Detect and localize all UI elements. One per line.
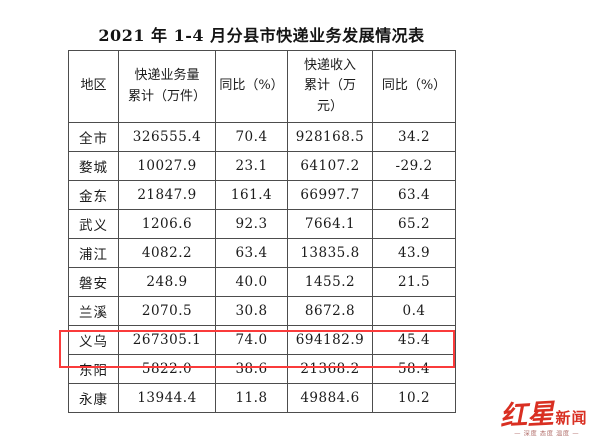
- cell-volume-yoy: 30.8: [215, 296, 288, 326]
- table-row: 永康 13944.4 11.8 49884.6 10.2: [68, 383, 456, 413]
- header-row: 地区 快递业务量 累计（万件） 同比（%） 快递收入 累计（万 元） 同比（%）: [68, 50, 456, 123]
- logo-brand-calligraphy: 红星: [499, 398, 556, 433]
- cell-revenue-yoy: 65.2: [372, 209, 456, 239]
- table-row: 兰溪 2070.5 30.8 8672.8 0.4: [68, 296, 456, 326]
- cell-revenue-yoy: -29.2: [372, 151, 456, 181]
- col-header-revenue: 快递收入 累计（万 元）: [287, 50, 373, 123]
- cell-revenue: 8672.8: [287, 296, 373, 326]
- cell-revenue-yoy: 21.5: [372, 267, 456, 297]
- highlight-box-yiwu-row: [59, 330, 455, 368]
- table-row: 磐安 248.9 40.0 1455.2 21.5: [68, 267, 456, 297]
- cell-revenue: 49884.6: [287, 383, 373, 413]
- cell-region: 金东: [68, 180, 119, 210]
- logo-brand-text: 新闻: [555, 409, 588, 427]
- cell-revenue-yoy: 34.2: [372, 122, 456, 152]
- cell-volume: 5822.0: [118, 354, 216, 384]
- cell-volume: 248.9: [118, 267, 216, 297]
- cell-revenue-yoy: 63.4: [372, 180, 456, 210]
- cell-volume-yoy: 63.4: [215, 238, 288, 268]
- cell-region: 兰溪: [68, 296, 119, 326]
- col-header-volume: 快递业务量 累计（万件）: [118, 50, 216, 123]
- cell-revenue: 66997.7: [287, 180, 373, 210]
- cell-volume-yoy: 11.8: [215, 383, 288, 413]
- table-row: 武义 1206.6 92.3 7664.1 65.2: [68, 209, 456, 239]
- cell-revenue: 13835.8: [287, 238, 373, 268]
- col-header-revenue-yoy: 同比（%）: [372, 50, 456, 123]
- table-row: 婺城 10027.9 23.1 64107.2 -29.2: [68, 151, 456, 181]
- cell-volume-yoy: 23.1: [215, 151, 288, 181]
- col-header-region: 地区: [68, 50, 119, 123]
- cell-region: 磐安: [68, 267, 119, 297]
- cell-volume: 13944.4: [118, 383, 216, 413]
- cell-region: 永康: [68, 383, 119, 413]
- cell-region: 浦江: [68, 238, 119, 268]
- cell-region: 武义: [68, 209, 119, 239]
- table-row: 金东 21847.9 161.4 66997.7 63.4: [68, 180, 456, 210]
- cell-revenue: 21368.2: [287, 354, 373, 384]
- table-row: 全市 326555.4 70.4 928168.5 34.2: [68, 122, 456, 152]
- cell-revenue-yoy: 43.9: [372, 238, 456, 268]
- cell-volume: 21847.9: [118, 180, 216, 210]
- page-title: 2021 年 1-4 月分县市快递业务发展情况表: [98, 26, 425, 45]
- cell-revenue-yoy: 0.4: [372, 296, 456, 326]
- cell-revenue: 1455.2: [287, 267, 373, 297]
- cell-volume: 326555.4: [118, 122, 216, 152]
- cell-revenue: 928168.5: [287, 122, 373, 152]
- cell-region: 婺城: [68, 151, 119, 181]
- cell-revenue-yoy: 10.2: [372, 383, 456, 413]
- cell-volume-yoy: 40.0: [215, 267, 288, 297]
- cell-volume: 10027.9: [118, 151, 216, 181]
- cell-region: 全市: [68, 122, 119, 152]
- table-row: 浦江 4082.2 63.4 13835.8 43.9: [68, 238, 456, 268]
- cell-volume-yoy: 92.3: [215, 209, 288, 239]
- cell-revenue: 7664.1: [287, 209, 373, 239]
- cell-volume-yoy: 161.4: [215, 180, 288, 210]
- col-header-volume-yoy: 同比（%）: [215, 50, 288, 123]
- cell-revenue: 64107.2: [287, 151, 373, 181]
- logo-brand-line: 红星 新闻: [496, 398, 592, 433]
- redstar-news-logo: 红星 新闻 — 深度 态度 温度 —: [496, 398, 592, 441]
- cell-volume: 1206.6: [118, 209, 216, 239]
- cell-volume-yoy: 70.4: [215, 122, 288, 152]
- cell-revenue-yoy: 58.4: [372, 354, 456, 384]
- logo-tagline: — 深度 态度 温度 —: [514, 430, 580, 438]
- cell-volume: 4082.2: [118, 238, 216, 268]
- cell-volume: 2070.5: [118, 296, 216, 326]
